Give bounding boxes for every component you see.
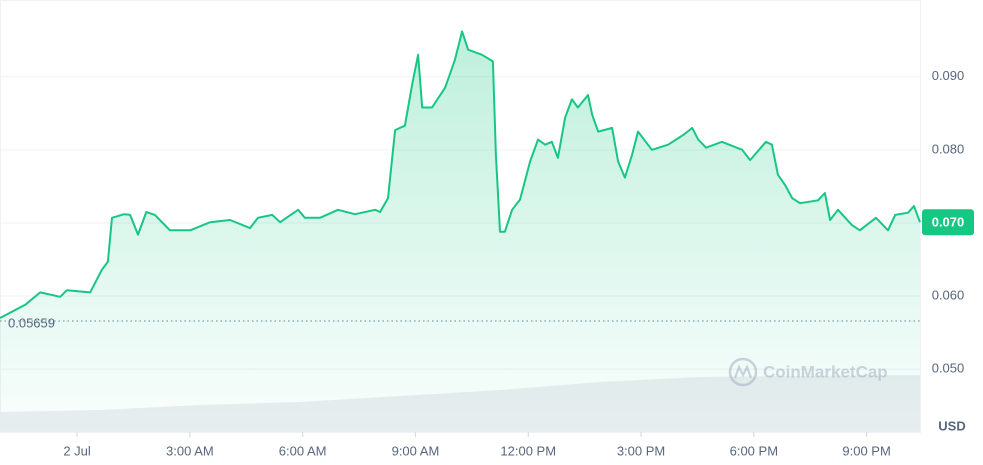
plot-frame: [0, 0, 921, 433]
x-tick-label: 6:00 AM: [279, 443, 327, 458]
last-price-label: 0.070: [932, 215, 965, 230]
watermark-logo: [728, 357, 758, 387]
x-tick-label: 2 Jul: [63, 443, 91, 458]
marks: [0, 30, 921, 433]
y-tick-label: 0.090: [932, 68, 965, 83]
price-line: [0, 30, 921, 319]
y-tick-label: 0.050: [932, 361, 965, 376]
x-tick-label: 12:00 PM: [500, 443, 556, 458]
x-tick-label: 6:00 PM: [730, 443, 778, 458]
reference-label: 0.05659: [8, 315, 55, 330]
y-tick-label: 0.080: [932, 141, 965, 156]
y-axis-label: USD: [938, 418, 965, 433]
x-tick-label: 3:00 PM: [617, 443, 665, 458]
x-tick-label: 9:00 AM: [392, 443, 440, 458]
x-tick-label: 9:00 PM: [842, 443, 890, 458]
y-tick-label: 0.060: [932, 287, 965, 302]
last-price-badge: [922, 209, 974, 236]
watermark-logo-mark: [733, 364, 753, 379]
x-tick-label: 3:00 AM: [166, 443, 214, 458]
price-area: [0, 31, 920, 433]
watermark-text: CoinMarketCap: [763, 362, 888, 381]
watermark: CoinMarketCap: [728, 357, 888, 387]
